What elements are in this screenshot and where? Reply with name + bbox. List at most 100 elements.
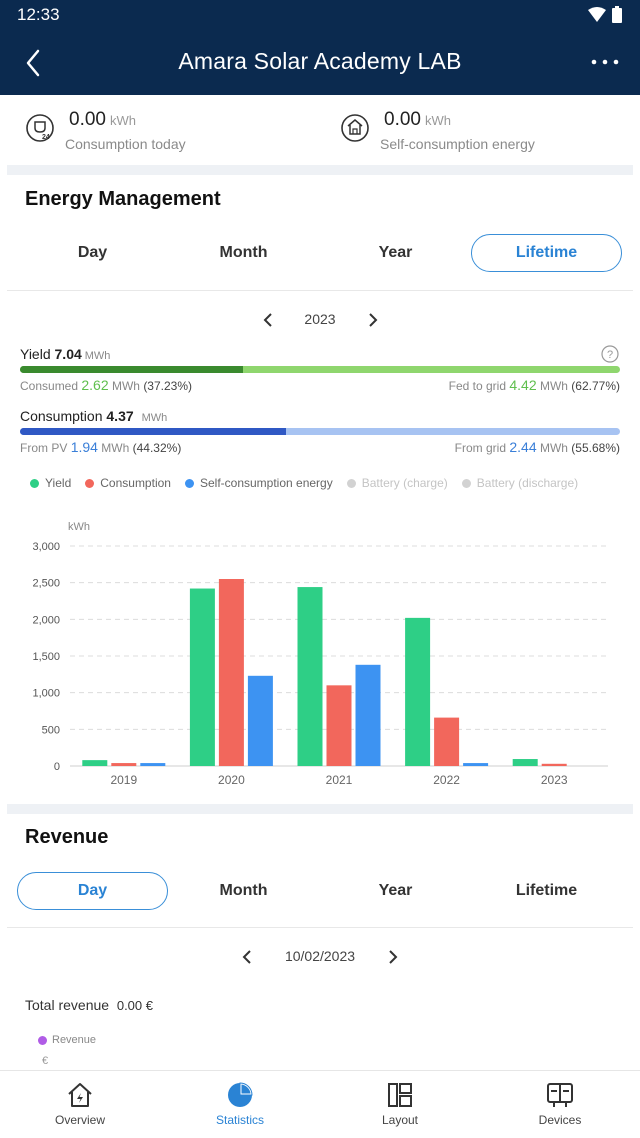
bar-consumption <box>434 717 460 766</box>
bar-consumption <box>111 763 137 766</box>
divider <box>7 290 633 291</box>
legend-consumption[interactable]: Consumption <box>85 476 171 490</box>
y-tick-label: 3,000 <box>32 541 60 553</box>
bar-self-consumption-energy <box>140 763 166 766</box>
more-options-icon[interactable] <box>590 52 620 72</box>
status-bar: 12:33 <box>0 0 640 30</box>
nav-overview[interactable]: Overview <box>0 1071 160 1138</box>
section-divider <box>7 165 633 175</box>
revenue-tab-year[interactable]: Year <box>378 882 413 899</box>
legend-self-consumption[interactable]: Self-consumption energy <box>184 476 333 490</box>
consumption-pv-text: From PV 1.94 MWh (44.32%) <box>20 439 182 455</box>
consumption-today-value: 0.00 kWh <box>69 109 136 130</box>
devices-icon <box>547 1083 573 1107</box>
tab-year[interactable]: Year <box>378 244 413 261</box>
consumption-24h-icon: 24 <box>26 114 54 142</box>
consumption-title: Consumption 4.37 MWh <box>20 408 168 424</box>
tab-day[interactable]: Day <box>77 244 108 261</box>
bar-yield <box>297 587 323 766</box>
energy-management-title: Energy Management <box>25 188 221 210</box>
legend-battery-discharge[interactable]: Battery (discharge) <box>461 476 578 490</box>
statistics-pie-icon <box>228 1082 253 1107</box>
bar-consumption <box>326 685 352 766</box>
yield-title: Yield 7.04 MWh <box>20 346 111 362</box>
revenue-tab-month[interactable]: Month <box>219 882 268 899</box>
previous-date-icon[interactable] <box>240 948 256 966</box>
revenue-period-tabs: Day Month Year Lifetime <box>17 872 623 910</box>
legend-battery-charge[interactable]: Battery (charge) <box>346 476 448 490</box>
revenue-period-selector: 10/02/2023 <box>0 945 640 969</box>
consumption-today-label: Consumption today <box>65 136 186 152</box>
nav-layout[interactable]: Layout <box>320 1071 480 1138</box>
y-tick-label: 500 <box>42 724 60 736</box>
divider <box>7 927 633 928</box>
legend-dot <box>38 1035 47 1045</box>
y-tick-label: 2,000 <box>32 614 60 626</box>
y-tick-label: 1,000 <box>32 688 60 700</box>
tab-month[interactable]: Month <box>219 244 268 261</box>
x-tick-label: 2019 <box>110 773 137 787</box>
revenue-tab-lifetime[interactable]: Lifetime <box>515 882 578 899</box>
bar-self-consumption-energy <box>463 763 489 766</box>
battery-icon <box>612 6 622 23</box>
status-icons <box>588 6 622 23</box>
next-date-icon[interactable] <box>384 948 400 966</box>
summary-row: 24 0.00 kWh Consumption today 0.00 kWh Sel… <box>0 95 640 165</box>
revenue-period-label: 10/02/2023 <box>284 948 356 964</box>
yield-consumed-fill <box>20 366 244 373</box>
bar-yield <box>405 617 431 766</box>
chart-legend: Yield Consumption Self-consumption energ… <box>30 476 578 490</box>
bottom-navigation: Overview Statistics Layout Devices <box>0 1070 640 1138</box>
svg-text:24: 24 <box>42 134 50 141</box>
consumption-grid-text: From grid 2.44 MWh (55.68%) <box>454 439 620 455</box>
layout-icon <box>388 1083 412 1107</box>
consumption-bar <box>20 428 620 435</box>
app-bar: Amara Solar Academy LAB <box>0 30 640 95</box>
legend-dot <box>30 478 39 488</box>
bar-consumption <box>218 579 244 766</box>
self-consumption-icon <box>341 114 369 142</box>
yield-bar <box>20 366 620 373</box>
y-tick-label: 2,500 <box>32 578 60 590</box>
total-revenue: Total revenue 0.00 € <box>25 997 153 1013</box>
bar-yield <box>82 760 108 766</box>
back-arrow-icon[interactable] <box>22 47 46 79</box>
x-tick-label: 2020 <box>218 773 245 787</box>
legend-dot <box>184 478 194 488</box>
legend-yield[interactable]: Yield <box>30 476 71 490</box>
overview-home-icon <box>68 1083 92 1107</box>
next-period-icon[interactable] <box>364 311 380 329</box>
help-icon[interactable]: ? <box>601 345 619 363</box>
wifi-icon <box>588 6 606 22</box>
status-time: 12:33 <box>17 5 60 24</box>
revenue-tab-day[interactable]: Day <box>17 872 168 910</box>
bar-yield <box>189 588 215 766</box>
energy-bar-chart: kWh 0 500 1,000 1,500 2,000 2,500 3,000 2019 2020… <box>32 521 608 787</box>
y-tick-label: 1,500 <box>32 651 60 663</box>
legend-dot <box>346 478 356 488</box>
revenue-unit-label: € <box>42 1055 49 1067</box>
self-consumption-label: Self-consumption energy <box>380 136 535 152</box>
legend-dot <box>461 478 471 488</box>
x-tick-label: 2023 <box>541 773 568 787</box>
x-tick-label: 2022 <box>433 773 460 787</box>
section-divider <box>7 804 633 814</box>
energy-period-label: 2023 <box>304 311 336 327</box>
y-tick-label: 0 <box>54 761 60 773</box>
svg-text:?: ? <box>607 349 613 361</box>
bar-self-consumption-energy <box>355 664 381 766</box>
tab-lifetime[interactable]: Lifetime <box>471 234 622 272</box>
bar-consumption <box>541 763 567 766</box>
y-axis-unit-label: kWh <box>68 521 90 533</box>
previous-period-icon[interactable] <box>261 311 277 329</box>
bar-yield <box>512 759 538 766</box>
page-title: Amara Solar Academy LAB <box>178 48 462 74</box>
x-tick-label: 2021 <box>326 773 353 787</box>
consumption-pv-fill <box>20 428 286 435</box>
nav-devices[interactable]: Devices <box>480 1071 640 1138</box>
energy-period-selector: 2023 <box>0 308 640 332</box>
nav-statistics[interactable]: Statistics <box>160 1071 320 1138</box>
yield-consumed-text: Consumed 2.62 MWh (37.23%) <box>20 377 193 393</box>
self-consumption-value: 0.00 kWh <box>384 109 451 130</box>
revenue-legend[interactable]: Revenue <box>38 1034 96 1046</box>
